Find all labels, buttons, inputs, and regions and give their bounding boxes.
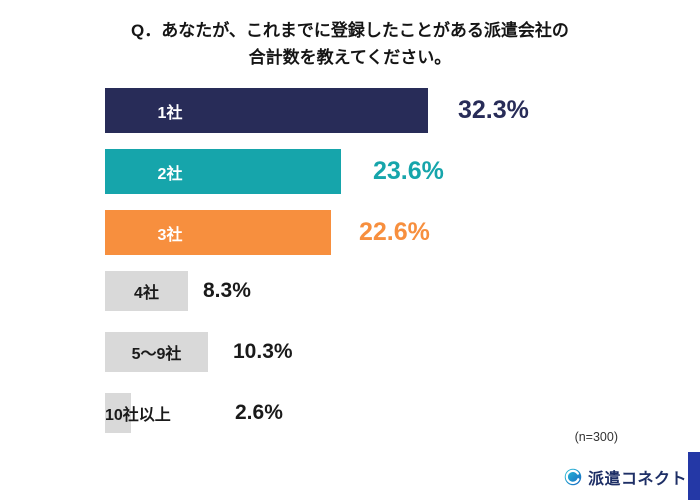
bar-5to9sha: 5〜9社 bbox=[105, 332, 208, 372]
bar-row-5to9sha: 5〜9社 10.3% bbox=[105, 332, 700, 372]
bar-category-label: 3社 bbox=[157, 226, 183, 244]
bar-category-label: 2社 bbox=[157, 165, 183, 183]
bar-value-label: 8.3% bbox=[203, 279, 251, 302]
bar-category-label: 1社 bbox=[157, 104, 183, 122]
bar-row-10sha-ijou: 10社以上 2.6% bbox=[105, 393, 700, 433]
bar-row-2sha: 2社 23.6% bbox=[105, 149, 700, 194]
bar-10sha-ijou: 10社以上 bbox=[105, 393, 171, 433]
bar-category-label: 5〜9社 bbox=[131, 346, 182, 363]
chart-title: Q．あなたが、これまでに登録したことがある派遣会社の 合計数を教えてください。 bbox=[0, 0, 700, 71]
bar-row-3sha: 3社 22.6% bbox=[105, 210, 700, 255]
brand-logo: 派遣コネクト bbox=[564, 465, 687, 489]
bar-chart: 1社 32.3% 2社 23.6% 3社 22.6% 4社 8.3% 5〜9社 bbox=[105, 88, 700, 433]
bar-2sha: 2社 bbox=[105, 149, 341, 194]
decorative-stripe bbox=[688, 452, 700, 500]
chart-title-line2: 合計数を教えてください。 bbox=[248, 48, 452, 67]
bar-value-label: 32.3% bbox=[458, 96, 529, 124]
brand-logo-text: 派遣コネクト bbox=[587, 471, 687, 488]
bar-row-1sha: 1社 32.3% bbox=[105, 88, 700, 133]
bar-value-label: 23.6% bbox=[373, 157, 444, 185]
bar-4sha: 4社 bbox=[105, 271, 188, 311]
bar-category-label: 10社以上 bbox=[105, 407, 171, 424]
bar-3sha: 3社 bbox=[105, 210, 331, 255]
bar-value-label: 22.6% bbox=[359, 218, 430, 246]
brand-logo-icon bbox=[564, 468, 582, 486]
bar-value-label: 10.3% bbox=[233, 340, 293, 363]
bar-row-4sha: 4社 8.3% bbox=[105, 271, 700, 311]
chart-title-line1: Q．あなたが、これまでに登録したことがある派遣会社の bbox=[131, 21, 569, 40]
sample-size-label: (n=300) bbox=[574, 430, 618, 444]
bar-category-label: 4社 bbox=[134, 285, 159, 302]
bar-value-label: 2.6% bbox=[235, 401, 283, 424]
bar-1sha: 1社 bbox=[105, 88, 428, 133]
